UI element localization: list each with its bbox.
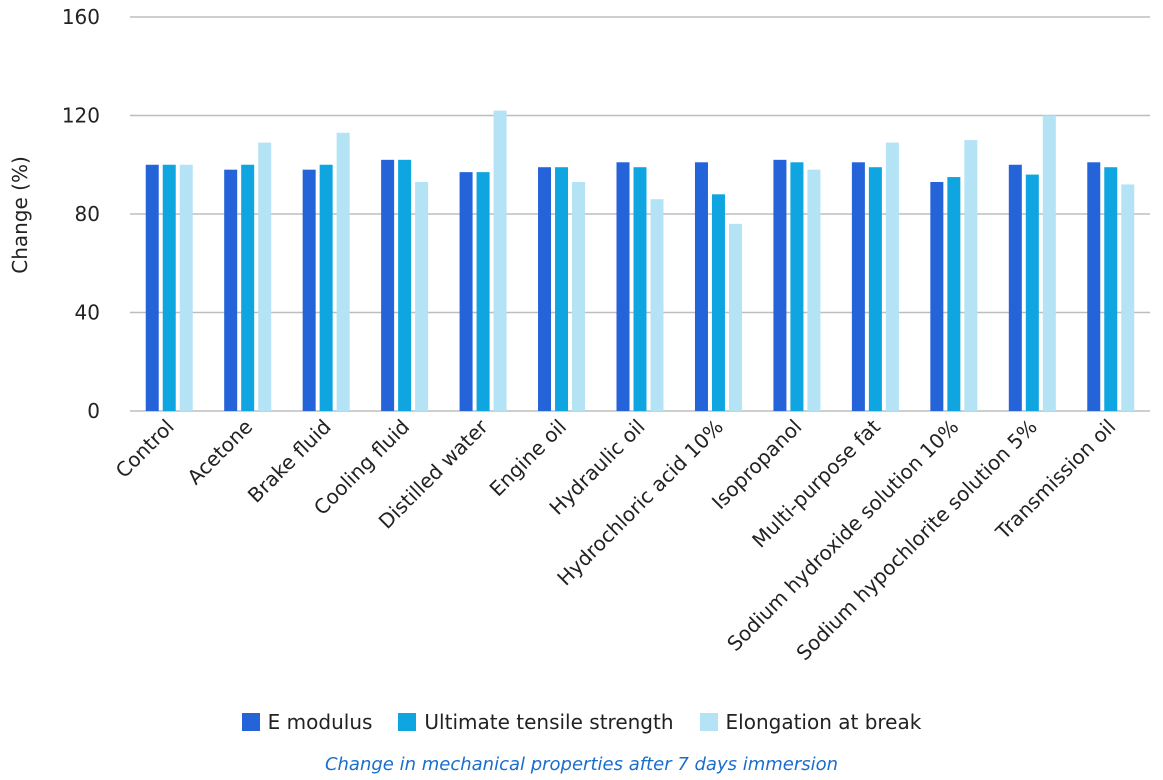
- bar-elongation-at-break-engine-oil: [572, 181, 586, 411]
- chart-caption: Change in mechanical properties after 7 …: [324, 754, 839, 775]
- bar-ultimate-tensile-strength-sodium-hypochlorite-solution-5: [1025, 174, 1039, 411]
- bar-ultimate-tensile-strength-multi-purpose-fat: [868, 167, 882, 411]
- bar-ultimate-tensile-strength-sodium-hydroxide-solution-10: [947, 177, 961, 411]
- bar-ultimate-tensile-strength-control: [162, 164, 176, 411]
- bar-e-modulus-sodium-hydroxide-solution-10: [930, 181, 944, 411]
- bar-e-modulus-isopropanol: [773, 159, 787, 411]
- bar-e-modulus-sodium-hypochlorite-solution-5: [1008, 164, 1022, 411]
- legend: E modulus Ultimate tensile strength Elon…: [0, 710, 1163, 734]
- legend-label-e-modulus: E modulus: [267, 710, 373, 734]
- bar-elongation-at-break-hydrochloric-acid-10: [728, 223, 742, 411]
- legend-item-elongation-at-break: Elongation at break: [699, 710, 922, 734]
- bar-ultimate-tensile-strength-brake-fluid: [319, 164, 333, 411]
- bar-ultimate-tensile-strength-acetone: [241, 164, 255, 411]
- bar-ultimate-tensile-strength-hydrochloric-acid-10: [711, 194, 725, 411]
- legend-item-e-modulus: E modulus: [241, 710, 373, 734]
- legend-swatch-elongation-at-break: [699, 713, 718, 731]
- bar-e-modulus-multi-purpose-fat: [851, 162, 865, 411]
- legend-swatch-e-modulus: [241, 713, 260, 731]
- bar-elongation-at-break-sodium-hydroxide-solution-10: [964, 140, 978, 411]
- legend-label-ultimate-tensile-strength: Ultimate tensile strength: [424, 710, 674, 734]
- bar-elongation-at-break-isopropanol: [807, 169, 821, 411]
- x-tick-label-control: Control: [111, 415, 179, 483]
- y-tick-label: 80: [75, 202, 100, 226]
- bar-e-modulus-distilled-water: [459, 172, 473, 411]
- bar-elongation-at-break-hydraulic-oil: [650, 199, 664, 411]
- bar-elongation-at-break-control: [179, 164, 193, 411]
- bar-elongation-at-break-distilled-water: [493, 110, 507, 411]
- bar-elongation-at-break-multi-purpose-fat: [885, 142, 899, 411]
- legend-item-ultimate-tensile-strength: Ultimate tensile strength: [398, 710, 674, 734]
- bar-ultimate-tensile-strength-engine-oil: [555, 167, 569, 411]
- bar-elongation-at-break-transmission-oil: [1121, 184, 1135, 411]
- bar-e-modulus-cooling-fluid: [381, 159, 395, 411]
- y-tick-label: 0: [87, 399, 100, 423]
- y-tick-label: 120: [62, 104, 100, 128]
- bar-chart: Change (%) 0 40 80 120 160 Control AcetoneBra…: [8, 5, 1150, 665]
- bar-ultimate-tensile-strength-hydraulic-oil: [633, 167, 647, 411]
- bar-elongation-at-break-cooling-fluid: [415, 181, 429, 411]
- bar-elongation-at-break-sodium-hypochlorite-solution-5: [1042, 115, 1056, 411]
- bar-e-modulus-engine-oil: [538, 167, 552, 411]
- bars: [145, 110, 1135, 412]
- y-tick-labels: 0 40 80 120 160: [62, 5, 100, 423]
- bar-e-modulus-control: [145, 164, 159, 411]
- bar-e-modulus-hydraulic-oil: [616, 162, 630, 411]
- bar-e-modulus-transmission-oil: [1087, 162, 1101, 411]
- bar-ultimate-tensile-strength-transmission-oil: [1104, 167, 1118, 411]
- bar-e-modulus-acetone: [224, 169, 238, 411]
- legend-label-elongation-at-break: Elongation at break: [725, 710, 922, 734]
- y-tick-label: 40: [75, 301, 100, 325]
- y-tick-label: 160: [62, 5, 100, 29]
- x-tick-label-acetone: Acetone: [182, 415, 257, 490]
- bar-ultimate-tensile-strength-cooling-fluid: [398, 159, 412, 411]
- bar-ultimate-tensile-strength-distilled-water: [476, 172, 490, 411]
- bar-e-modulus-brake-fluid: [302, 169, 316, 411]
- bar-ultimate-tensile-strength-isopropanol: [790, 162, 804, 411]
- bar-e-modulus-hydrochloric-acid-10: [694, 162, 708, 411]
- y-axis-label: Change (%): [8, 156, 32, 274]
- bar-elongation-at-break-brake-fluid: [336, 132, 350, 412]
- bar-elongation-at-break-acetone: [258, 142, 272, 411]
- legend-swatch-ultimate-tensile-strength: [398, 713, 417, 731]
